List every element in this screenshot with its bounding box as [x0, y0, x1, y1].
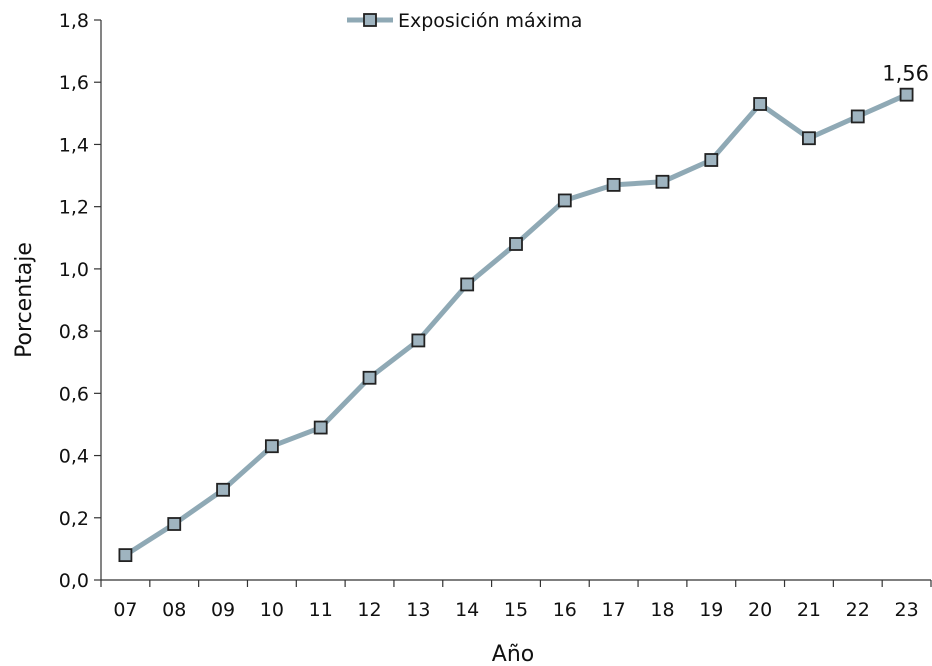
y-axis-ticks: 0,0 0,2 0,4 0,6 0,8 1,0 1,2 1,4 1,6 1,8	[59, 10, 101, 592]
y-tick-label: 1,2	[59, 197, 89, 219]
data-point-marker	[753, 97, 768, 111]
data-point-marker	[460, 277, 475, 292]
data-point-marker	[313, 420, 328, 435]
x-tick-label: 19	[699, 599, 723, 621]
data-point-marker	[557, 193, 572, 208]
series-line	[124, 92, 908, 558]
x-tick-label: 11	[309, 599, 333, 621]
x-tick-label: 22	[846, 599, 870, 621]
x-tick-label: 08	[162, 599, 186, 621]
data-point-marker	[850, 109, 865, 124]
data-point-marker	[704, 153, 719, 167]
data-point-marker	[606, 177, 621, 192]
x-tick-label: 17	[602, 599, 626, 621]
y-tick-label: 0,2	[59, 508, 89, 530]
data-point-marker	[802, 131, 816, 146]
legend-marker-swatch	[363, 13, 377, 27]
x-axis-title: Año	[492, 642, 534, 666]
x-tick-label: 15	[504, 599, 528, 621]
data-point-marker	[167, 517, 182, 531]
data-point-marker	[362, 370, 377, 385]
x-tick-label: 14	[455, 599, 479, 621]
data-label: 1,56	[882, 62, 929, 86]
x-tick-label: 13	[406, 599, 430, 621]
x-tick-label: 18	[650, 599, 674, 621]
annotations: 1,56	[882, 62, 929, 86]
x-tick-label: 09	[211, 599, 235, 621]
x-axis-ticks: 07 08 09 10 11 12 13 14 15 16 17 18 19 20 21 22 23	[100, 580, 932, 621]
y-tick-label: 0,0	[59, 570, 89, 592]
y-tick-label: 1,8	[59, 10, 89, 32]
x-tick-label: 12	[357, 599, 381, 621]
data-point-marker	[509, 237, 523, 251]
data-point-marker	[411, 333, 426, 348]
y-tick-label: 1,6	[59, 72, 89, 94]
x-tick-label: 10	[260, 599, 284, 621]
data-point-marker	[216, 482, 230, 497]
y-tick-label: 1,0	[59, 259, 89, 281]
x-tick-label: 16	[553, 599, 577, 621]
legend-label: Exposición máxima	[398, 10, 582, 32]
y-tick-label: 0,8	[59, 321, 89, 343]
x-tick-label: 07	[113, 599, 137, 621]
y-tick-label: 0,6	[59, 383, 89, 405]
legend: Exposición máxima	[347, 10, 582, 32]
data-point-marker	[118, 548, 133, 563]
y-tick-label: 1,4	[59, 134, 89, 156]
data-point-marker	[655, 174, 670, 189]
x-tick-label: 21	[797, 599, 821, 621]
data-point-marker	[899, 87, 914, 102]
y-axis-title: Porcentaje	[12, 242, 37, 358]
x-tick-label: 20	[748, 599, 772, 621]
y-tick-label: 0,4	[59, 446, 89, 468]
series-markers	[118, 87, 914, 563]
x-tick-label: 23	[894, 599, 918, 621]
data-point-marker	[264, 439, 279, 454]
